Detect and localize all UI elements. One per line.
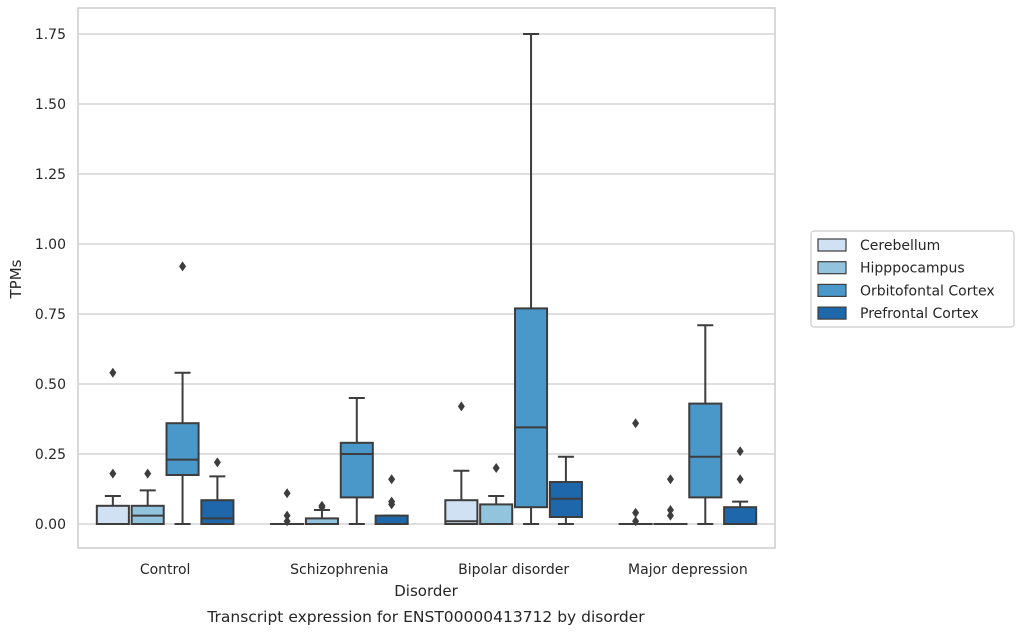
y-tick-label: 1.50 (35, 97, 66, 113)
legend-swatch (817, 238, 847, 252)
box-3-1 (444, 401, 479, 526)
box-body (165, 422, 200, 477)
outlier-point (318, 500, 326, 511)
legend-swatch (817, 306, 847, 320)
x-tick-label: Bipolar disorder (458, 562, 569, 578)
outlier-point (632, 418, 640, 429)
box-3-2 (479, 463, 514, 525)
box-3-4 (548, 455, 583, 525)
plot-boxes (95, 33, 758, 527)
box-2-4 (374, 474, 409, 525)
y-tick-labels: 0.00 0.25 0.50 0.75 1.00 1.25 1.50 1.75 (35, 27, 66, 533)
box-1-2 (130, 468, 165, 525)
outlier-point (283, 510, 291, 521)
outlier-point (457, 401, 465, 412)
legend-swatch (817, 261, 847, 275)
outlier-point (736, 474, 744, 485)
outlier-point (283, 516, 291, 527)
x-tick-label: Control (140, 562, 191, 578)
outlier-point (666, 474, 674, 485)
box-body (339, 441, 374, 499)
outlier-point (213, 457, 221, 468)
box-body (723, 506, 758, 526)
outlier-point (109, 367, 117, 378)
outlier-point (388, 496, 396, 507)
legend-label: Hipppocampus (860, 261, 965, 277)
box-3-3 (514, 33, 549, 525)
y-tick-label: 1.25 (35, 167, 66, 183)
outlier-point (283, 488, 291, 499)
y-tick-label: 0.25 (35, 447, 66, 463)
y-tick-label: 0.50 (35, 377, 66, 393)
outlier-point (666, 505, 674, 515)
box-body (444, 499, 479, 526)
box-body (514, 307, 549, 509)
x-tick-label: Schizophrenia (290, 562, 388, 578)
box-body (200, 499, 235, 526)
outlier-point (736, 446, 744, 457)
legend: Cerebellum Hipppocampus Orbitofontal Corte… (810, 230, 1015, 328)
y-tick-label: 0.00 (35, 517, 66, 533)
legend-swatch (817, 283, 847, 297)
y-tick-label: 1.75 (35, 27, 66, 43)
box-1-4 (200, 457, 235, 526)
outlier-point (144, 468, 152, 479)
box-body (374, 514, 409, 525)
outlier-point (492, 463, 500, 473)
y-tick-label: 0.75 (35, 307, 66, 323)
outlier-point (632, 516, 640, 527)
y-tick-label: 1.00 (35, 237, 66, 253)
y-axis-label: TPMs (7, 259, 25, 299)
box-2-2 (304, 500, 339, 526)
legend-frame (810, 230, 1015, 328)
x-tick-labels: Control Schizophrenia Bipolar disorder Majo… (140, 562, 748, 578)
plot-frame (77, 7, 776, 549)
x-axis-label: Disorder (394, 582, 458, 600)
box-4-4 (723, 446, 758, 526)
legend-label: Prefrontal Cortex (860, 306, 979, 322)
box-body (688, 402, 723, 499)
box-2-3 (339, 397, 374, 525)
outlier-point (388, 474, 396, 485)
box-2-1 (270, 488, 305, 527)
box-body (95, 504, 130, 525)
outlier-point (666, 510, 674, 521)
legend-label: Orbitofontal Cortex (860, 283, 995, 299)
box-1-3 (165, 261, 200, 525)
chart-caption: Transcript expression for ENST0000041371… (206, 608, 645, 626)
outlier-point (632, 507, 640, 518)
box-4-1 (618, 418, 653, 527)
box-body (479, 503, 514, 525)
outlier-point (179, 261, 187, 272)
box-4-3 (688, 324, 723, 525)
x-tick-label: Major depression (628, 562, 748, 578)
outlier-point (109, 468, 117, 479)
legend-label: Cerebellum (860, 238, 940, 254)
box-1-1 (95, 367, 130, 525)
box-4-2 (653, 474, 688, 526)
plot-border (77, 7, 776, 549)
